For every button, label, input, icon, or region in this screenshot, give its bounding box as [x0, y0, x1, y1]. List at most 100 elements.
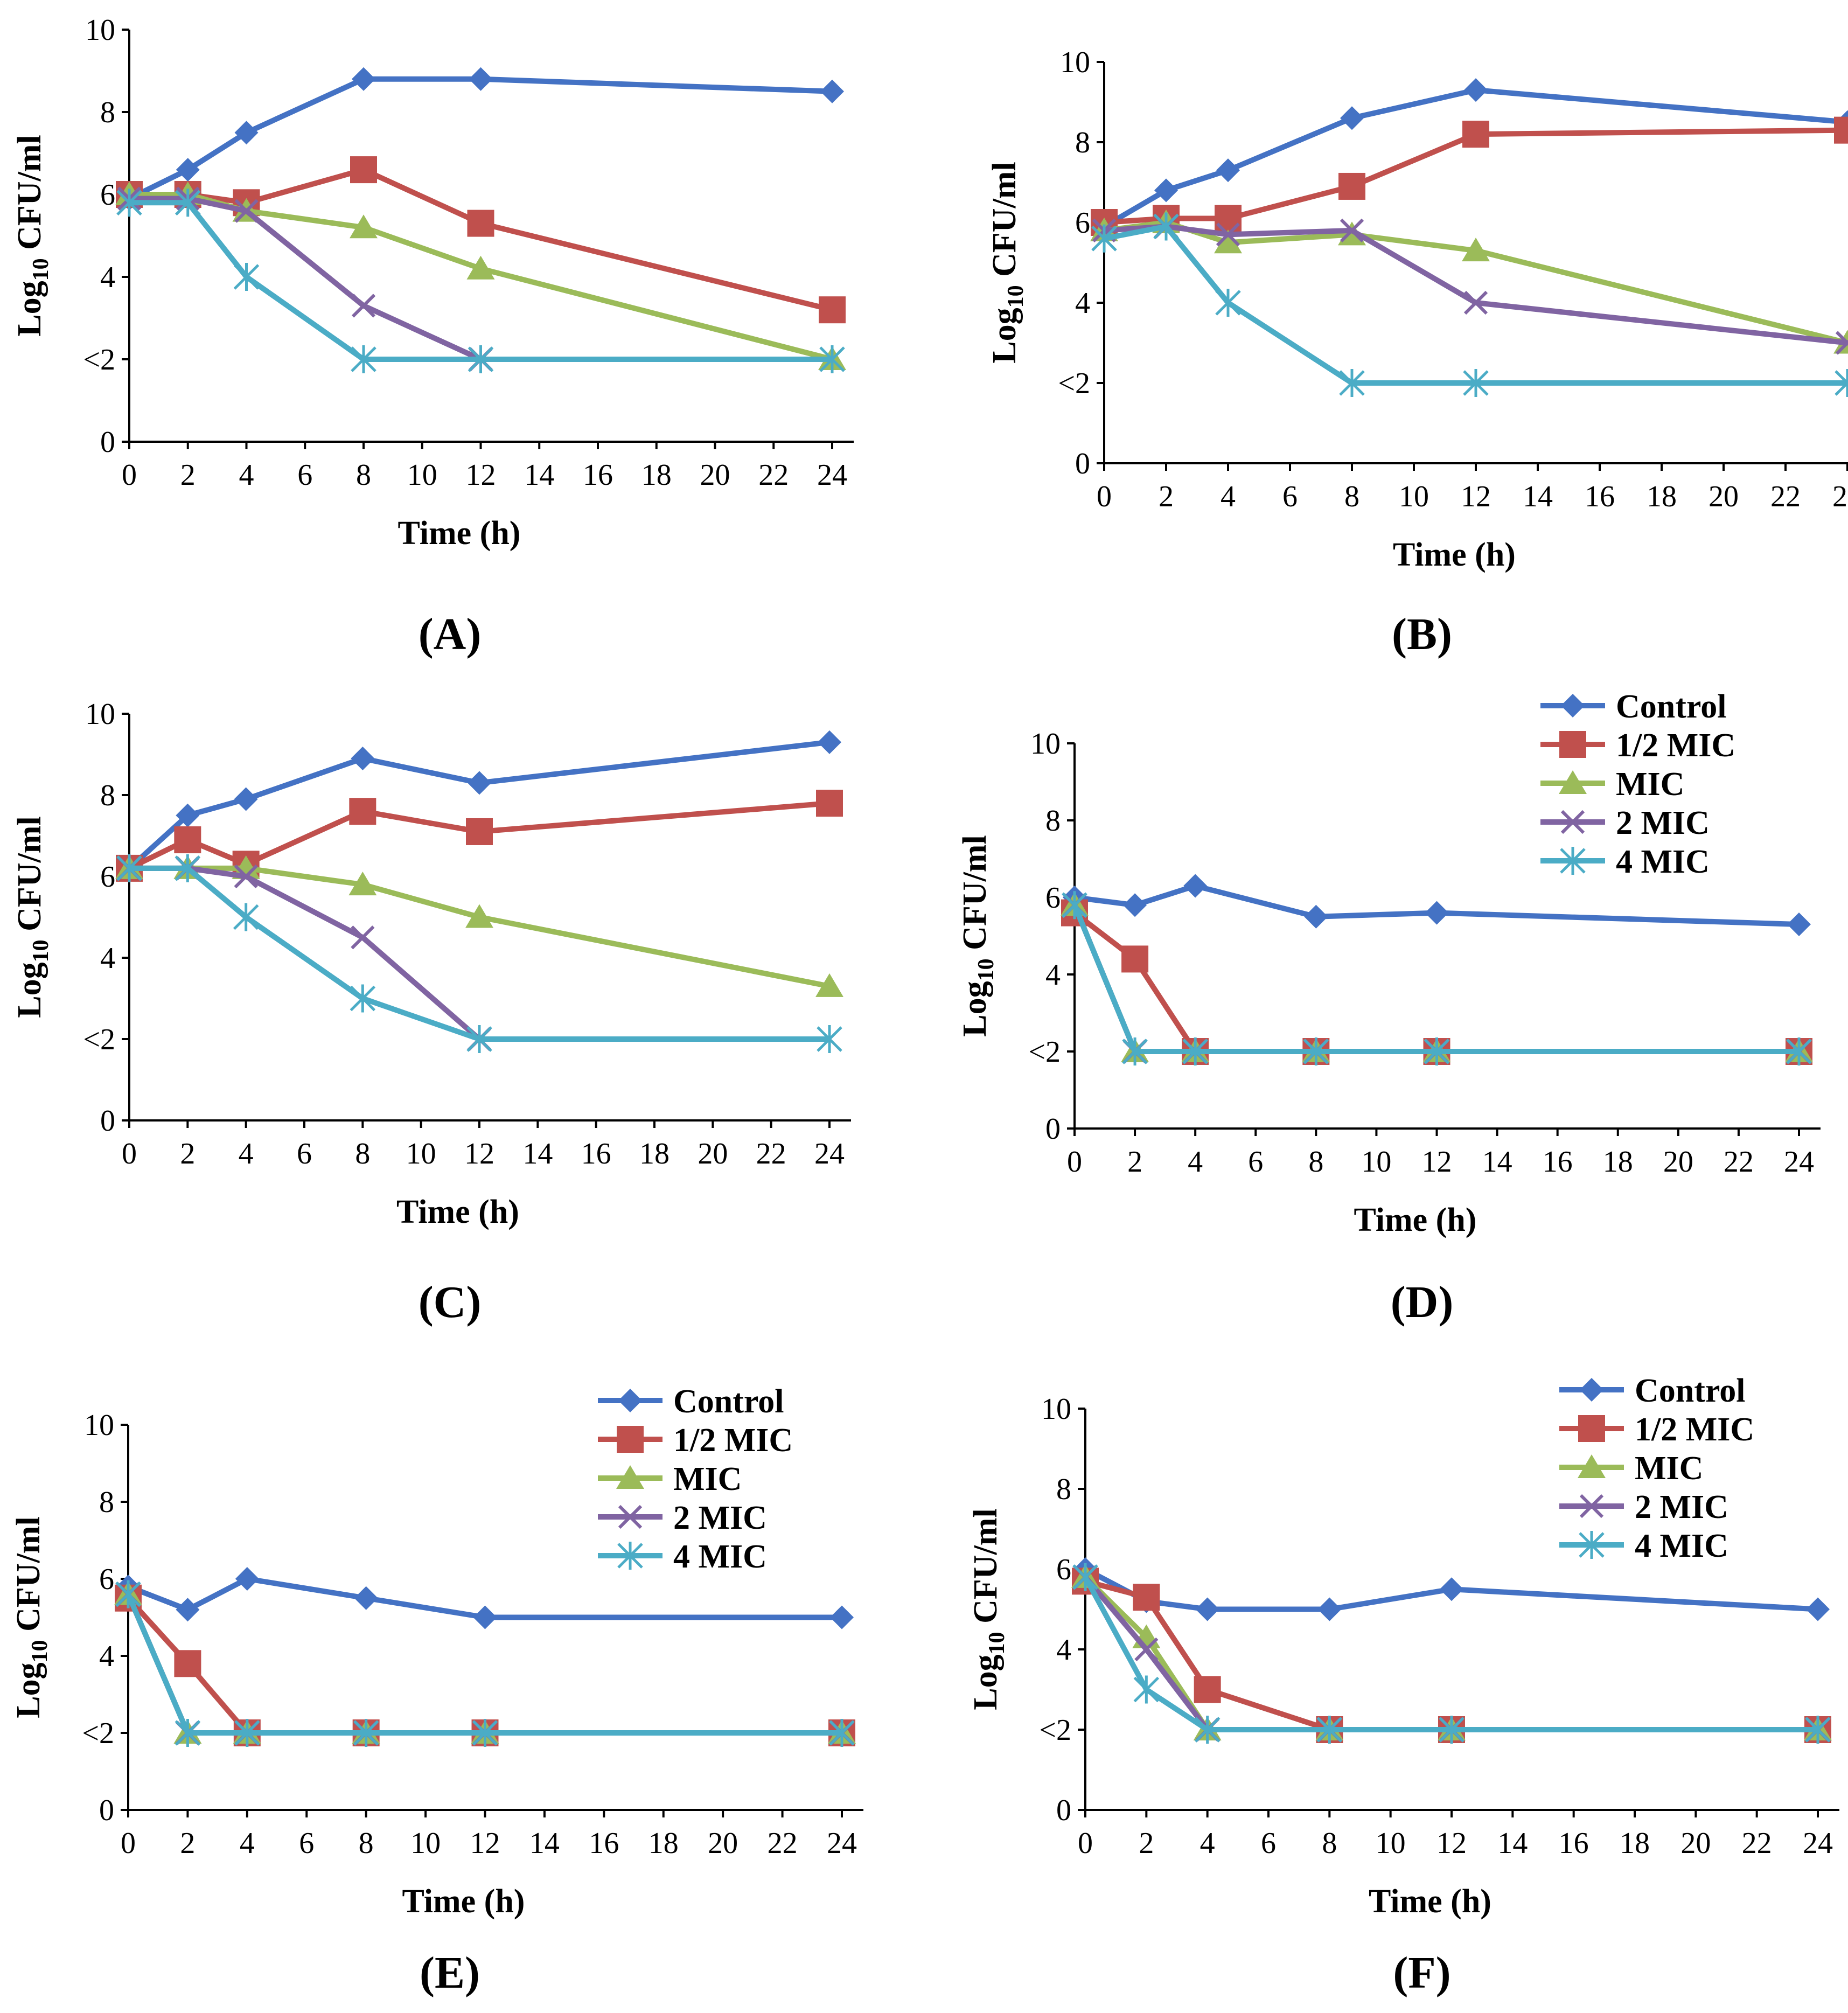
data-point-control	[1195, 1597, 1219, 1621]
data-point-control	[1154, 178, 1178, 203]
data-point-4-mic	[1303, 1037, 1329, 1065]
series-4-mic	[1062, 891, 1812, 1065]
data-point-half-mic	[1215, 205, 1242, 232]
y-tick-label: 8	[100, 96, 115, 129]
y-tick-label: 4	[1045, 958, 1061, 992]
y-tick-label: 10	[85, 698, 115, 731]
x-tick-label: 20	[1708, 480, 1739, 513]
series-2-mic	[117, 186, 493, 372]
data-point-2-mic	[351, 925, 375, 950]
data-point-4-mic	[116, 854, 142, 882]
data-point-control	[473, 1605, 497, 1629]
x-tick-label: 10	[407, 458, 437, 492]
data-point-half-mic	[1194, 1676, 1221, 1703]
data-point-4-mic	[468, 345, 494, 373]
series-mic	[115, 182, 846, 370]
series-line-4-mic	[129, 865, 829, 1042]
x-tick-label: 2	[1139, 1827, 1154, 1860]
x-tick-label: 6	[299, 1827, 314, 1860]
data-point-half-mic	[1834, 116, 1848, 144]
x-tick-label: 0	[1097, 480, 1112, 513]
data-point-control	[468, 771, 491, 795]
data-point-control	[1304, 904, 1328, 929]
y-tick-label: 10	[1041, 1392, 1071, 1426]
data-point-control	[176, 803, 200, 827]
legend-label-2-mic: 2 MIC	[1635, 1489, 1728, 1526]
x-tick-label: 8	[1344, 480, 1359, 513]
x-tick-label: 8	[359, 1827, 374, 1860]
x-axis-label: Time (h)	[1354, 1202, 1477, 1238]
data-point-2-mic	[234, 199, 259, 223]
series-control	[1063, 874, 1811, 937]
legend-marker-4-mic	[1560, 847, 1586, 875]
data-point-4-mic	[1424, 1037, 1450, 1065]
series-line-4-mic	[1072, 904, 1799, 1054]
x-axis-label: Time (h)	[1393, 537, 1516, 573]
x-tick-label: 14	[1497, 1827, 1528, 1860]
data-point-control	[351, 747, 375, 771]
series-4-mic	[1072, 1563, 1831, 1744]
legend-label-mic: MIC	[1635, 1450, 1703, 1487]
x-tick-label: 18	[1647, 480, 1677, 513]
x-tick-label: 10	[410, 1827, 441, 1860]
series-control	[117, 67, 844, 211]
data-point-half-mic	[819, 296, 846, 324]
data-point-4-mic	[1439, 1716, 1465, 1744]
y-tick-label: 6	[1045, 881, 1061, 915]
data-point-4-mic	[819, 345, 845, 373]
x-tick-label: 12	[1422, 1145, 1452, 1179]
x-tick-label: 10	[406, 1137, 436, 1171]
x-axis-label: Time (h)	[398, 515, 521, 552]
y-tick-label: 0	[100, 1104, 115, 1138]
x-tick-label: 0	[121, 1827, 136, 1860]
panel-label: (B)	[1392, 609, 1452, 659]
x-tick-label: 12	[470, 1827, 500, 1860]
y-tick-label: 0	[99, 1794, 114, 1827]
x-tick-label: 8	[355, 1137, 370, 1171]
x-tick-label: 6	[297, 458, 312, 492]
data-point-control	[176, 1598, 200, 1622]
data-point-control	[818, 730, 841, 754]
data-point-mic	[1462, 238, 1490, 262]
data-point-4-mic	[1339, 369, 1365, 397]
data-point-4-mic	[1316, 1716, 1343, 1744]
series-4-mic	[116, 189, 845, 373]
data-point-4-mic	[234, 1719, 260, 1747]
x-tick-label: 24	[1803, 1827, 1833, 1860]
series-line-control	[1103, 87, 1848, 229]
legend-label-mic: MIC	[1616, 766, 1684, 803]
y-tick-label: 6	[1056, 1553, 1071, 1586]
series-control	[116, 1567, 854, 1629]
series-half-mic	[116, 156, 846, 324]
y-tick-label: <2	[83, 343, 115, 377]
y-tick-label: <2	[83, 1023, 115, 1056]
x-tick-label: 2	[1127, 1145, 1142, 1179]
legend-label-mic: MIC	[673, 1461, 742, 1497]
series-line-4-mic	[129, 200, 832, 362]
x-tick-label: 22	[1770, 480, 1801, 513]
data-point-half-mic	[349, 798, 376, 825]
data-point-control	[830, 1605, 854, 1629]
y-tick-label: <2	[1058, 367, 1090, 400]
y-tick-label: 4	[100, 942, 115, 975]
legend-marker-mic	[1578, 1454, 1606, 1478]
x-tick-label: 8	[1322, 1827, 1337, 1860]
x-tick-label: 8	[1308, 1145, 1323, 1179]
legend-marker-half-mic	[1578, 1415, 1605, 1442]
data-point-half-mic	[174, 826, 201, 854]
legend-marker-2-mic	[618, 1504, 643, 1529]
y-axis-label: Log10 CFU/ml	[11, 135, 53, 336]
y-axis-label: Log10 CFU/ml	[967, 1508, 1009, 1710]
legend-label-4-mic: 4 MIC	[1616, 844, 1710, 880]
data-point-2-mic	[1134, 1637, 1159, 1662]
data-point-control	[1123, 893, 1147, 917]
series-4-mic	[1091, 212, 1848, 397]
x-axis-label: Time (h)	[396, 1194, 519, 1230]
data-point-control	[234, 787, 258, 811]
x-tick-label: 18	[641, 458, 672, 492]
data-point-half-mic	[466, 818, 493, 845]
panel-label: (A)	[419, 609, 482, 659]
